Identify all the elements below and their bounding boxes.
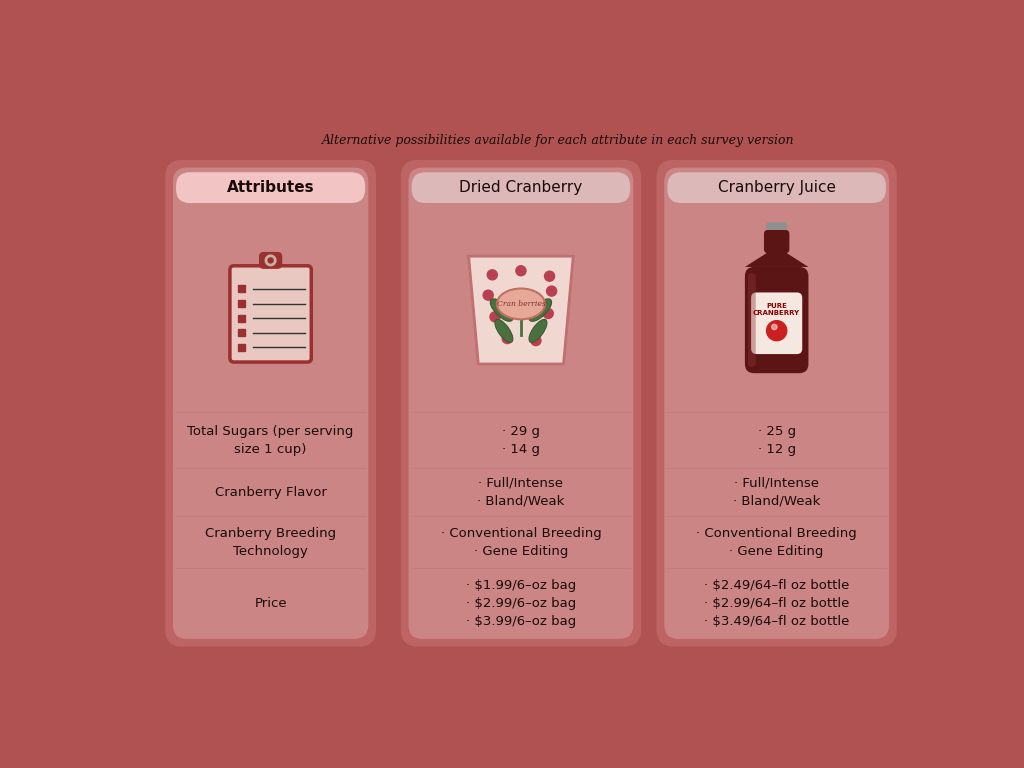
FancyBboxPatch shape — [409, 167, 633, 639]
Text: Cranberry Juice: Cranberry Juice — [718, 180, 836, 195]
FancyBboxPatch shape — [176, 172, 366, 203]
Bar — [238, 344, 246, 351]
Text: · 25 g
· 12 g: · 25 g · 12 g — [758, 425, 796, 455]
Text: · Full/Intense
· Bland/Weak: · Full/Intense · Bland/Weak — [477, 477, 564, 508]
FancyBboxPatch shape — [656, 160, 897, 647]
Text: Price: Price — [254, 597, 287, 610]
Text: · $2.49/64–fl oz bottle
· $2.99/64–fl oz bottle
· $3.49/64–fl oz bottle: · $2.49/64–fl oz bottle · $2.99/64–fl oz… — [703, 579, 849, 628]
Circle shape — [545, 271, 555, 281]
Circle shape — [516, 266, 526, 276]
Circle shape — [487, 270, 498, 280]
Text: Dried Cranberry: Dried Cranberry — [460, 180, 583, 195]
Bar — [238, 286, 246, 293]
Circle shape — [543, 309, 553, 319]
FancyBboxPatch shape — [764, 230, 790, 253]
Text: · Conventional Breeding
· Gene Editing: · Conventional Breeding · Gene Editing — [696, 527, 857, 558]
Circle shape — [530, 336, 541, 346]
Text: Alternative possibilities available for each attribute in each survey version: Alternative possibilities available for … — [322, 134, 795, 147]
Ellipse shape — [495, 319, 513, 343]
Text: · Conventional Breeding
· Gene Editing: · Conventional Breeding · Gene Editing — [440, 527, 601, 558]
Text: · $1.99/6–oz bag
· $2.99/6–oz bag
· $3.99/6–oz bag: · $1.99/6–oz bag · $2.99/6–oz bag · $3.9… — [466, 579, 577, 628]
FancyBboxPatch shape — [165, 160, 376, 647]
FancyBboxPatch shape — [744, 267, 809, 373]
FancyBboxPatch shape — [230, 266, 311, 362]
Bar — [238, 329, 246, 336]
Circle shape — [772, 324, 777, 329]
FancyBboxPatch shape — [665, 167, 889, 639]
Circle shape — [512, 300, 522, 310]
Circle shape — [489, 312, 500, 322]
FancyBboxPatch shape — [259, 252, 283, 269]
FancyBboxPatch shape — [173, 167, 369, 639]
Text: · Full/Intense
· Bland/Weak: · Full/Intense · Bland/Weak — [733, 477, 820, 508]
Circle shape — [483, 290, 494, 300]
Text: · 29 g
· 14 g: · 29 g · 14 g — [502, 425, 540, 455]
FancyBboxPatch shape — [748, 273, 756, 367]
Text: Cran berries: Cran berries — [497, 300, 546, 308]
Polygon shape — [744, 252, 809, 267]
FancyBboxPatch shape — [766, 222, 787, 230]
Circle shape — [547, 286, 557, 296]
FancyBboxPatch shape — [412, 172, 630, 203]
Ellipse shape — [529, 299, 552, 321]
FancyBboxPatch shape — [751, 293, 802, 354]
Text: Attributes: Attributes — [226, 180, 314, 195]
Text: Cranberry Breeding
Technology: Cranberry Breeding Technology — [205, 527, 336, 558]
Circle shape — [767, 321, 786, 341]
Bar — [238, 315, 246, 322]
Ellipse shape — [529, 319, 547, 343]
Text: Cranberry Flavor: Cranberry Flavor — [215, 485, 327, 498]
Polygon shape — [469, 257, 573, 364]
Ellipse shape — [497, 289, 545, 319]
Bar — [238, 300, 246, 307]
FancyBboxPatch shape — [400, 160, 641, 647]
Ellipse shape — [490, 299, 513, 321]
Text: PURE
CRANBERRY: PURE CRANBERRY — [753, 303, 800, 316]
Text: Total Sugars (per serving
size 1 cup): Total Sugars (per serving size 1 cup) — [187, 425, 353, 455]
FancyBboxPatch shape — [668, 172, 886, 203]
Circle shape — [502, 333, 512, 343]
